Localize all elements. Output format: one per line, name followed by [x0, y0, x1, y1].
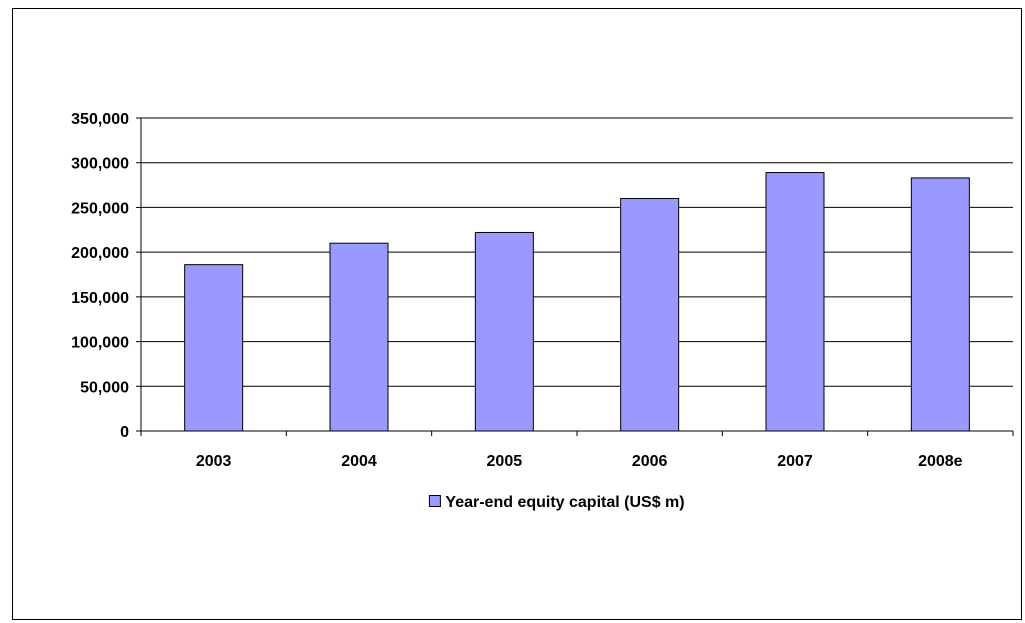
y-tick-label: 250,000 [71, 200, 129, 217]
bar [329, 242, 389, 432]
x-tick-label: 2005 [487, 453, 523, 470]
legend-label: Year-end equity capital (US$ m) [445, 494, 684, 511]
legend-swatch [428, 495, 441, 507]
legend: Year-end equity capital (US$ m) [428, 494, 685, 511]
x-tick-label: 2003 [196, 453, 232, 470]
x-tick-labels: 2003 2004 2005 2006 2007 2008e [196, 453, 963, 470]
y-tick-label: 300,000 [71, 156, 129, 173]
x-tick-label: 2006 [632, 453, 668, 470]
bar-chart: 0 50,000 100,000 150,000 200,000 250,000 300,0… [71, 111, 1014, 511]
bar [910, 177, 970, 432]
x-tick-label: 2008e [918, 453, 963, 470]
y-tick-label: 150,000 [71, 290, 129, 307]
y-tick-label: 100,000 [71, 335, 129, 352]
bar [184, 264, 244, 432]
axes [136, 117, 1014, 436]
bar [765, 172, 825, 432]
chart-frame: 0 50,000 100,000 150,000 200,000 250,000 300,0… [12, 8, 1022, 620]
y-tick-label: 50,000 [80, 379, 129, 396]
bars [184, 172, 970, 432]
y-tick-label: 0 [120, 424, 129, 441]
bar [620, 197, 680, 432]
y-tick-labels: 0 50,000 100,000 150,000 200,000 250,000 300,0… [71, 111, 129, 441]
x-tick-label: 2004 [341, 453, 377, 470]
bar [474, 231, 534, 432]
x-tick-label: 2007 [777, 453, 813, 470]
y-tick-label: 350,000 [71, 111, 129, 128]
gridlines [141, 117, 1013, 387]
y-tick-label: 200,000 [71, 245, 129, 262]
